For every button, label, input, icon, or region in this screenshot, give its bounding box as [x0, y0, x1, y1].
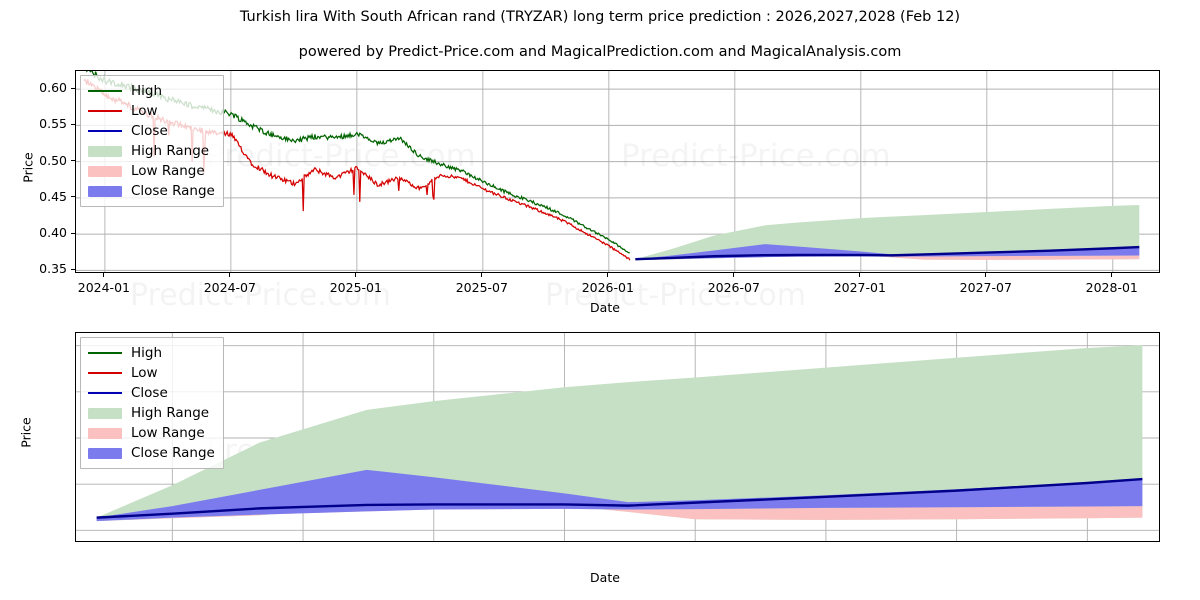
close-forecast-line: [96, 477, 1143, 519]
x-tick-mark: [607, 273, 609, 277]
y-tick-label: 0.40: [39, 225, 67, 241]
legend-swatch-line-icon: [88, 367, 122, 379]
legend-swatch-patch-icon: [88, 407, 122, 419]
legend-swatch-patch-icon: [88, 185, 122, 197]
y-tick-mark: [71, 232, 75, 234]
x-tick-label: 2024-07: [203, 280, 256, 295]
y-tick-label: 0.35: [39, 261, 67, 277]
legend-item-label: Low: [131, 103, 158, 119]
y-tick-label: 0.45: [39, 188, 67, 204]
legend-item-label: Low: [131, 365, 158, 381]
legend-item-low-range[interactable]: Low Range: [88, 161, 215, 181]
y-tick-mark: [71, 87, 75, 89]
x-tick-mark: [103, 273, 105, 277]
y-tick-label: 0.50: [39, 152, 67, 168]
detail-legend: High Low Close High Range Low Range Close Ran…: [80, 337, 224, 469]
y-tick-mark: [71, 160, 75, 162]
x-tick-label: 2027-07: [959, 280, 1012, 295]
x-tick-mark: [733, 273, 735, 277]
overview-chart-panel: Price Date Predict-Price.com Predict-Pric…: [21, 70, 1160, 315]
legend-item-label: High Range: [131, 143, 210, 159]
legend-item-high-range[interactable]: High Range: [88, 403, 215, 423]
legend-item-high[interactable]: High: [88, 81, 215, 101]
close-range-band: [96, 469, 1143, 522]
legend-item-label: High Range: [131, 405, 210, 421]
x-tick-label: 2025-01: [329, 280, 382, 295]
legend-swatch-patch-icon: [88, 427, 122, 439]
x-tick-mark: [355, 273, 357, 277]
legend-item-close-range[interactable]: Close Range: [88, 181, 215, 201]
overview-plot-svg: Predict-Price.com Predict-Price.com Predic…: [76, 71, 1159, 273]
x-tick-mark: [229, 273, 231, 277]
watermark-text: Predict-Price.com: [621, 138, 891, 174]
x-tick-label: 2026-01: [581, 280, 634, 295]
overview-x-axis-label: Date: [590, 300, 620, 315]
legend-swatch-line-icon: [88, 105, 122, 117]
watermark-text: Predict-Price.com: [621, 271, 891, 273]
x-tick-label: 2025-07: [455, 280, 508, 295]
x-tick-mark: [985, 273, 987, 277]
legend-swatch-line-icon: [88, 125, 122, 137]
watermark-text: Predict-Price.com: [206, 138, 476, 174]
legend-swatch-line-icon: [88, 347, 122, 359]
legend-item-label: Close: [131, 385, 168, 401]
legend-item-close-range[interactable]: Close Range: [88, 443, 215, 463]
legend-item-label: Close: [131, 123, 168, 139]
legend-item-label: Close Range: [131, 445, 215, 461]
y-tick-mark: [71, 123, 75, 125]
x-tick-label: 2026-07: [707, 280, 760, 295]
legend-item-label: Close Range: [131, 183, 215, 199]
detail-y-axis-label: Price: [18, 417, 34, 448]
y-tick-mark: [71, 268, 75, 270]
legend-item-low[interactable]: Low: [88, 101, 215, 121]
legend-swatch-patch-icon: [88, 447, 122, 459]
y-tick-label: 0.55: [39, 116, 67, 132]
legend-swatch-patch-icon: [88, 165, 122, 177]
x-tick-mark: [481, 273, 483, 277]
legend-item-label: Low Range: [131, 163, 205, 179]
y-tick-label: 0.60: [39, 80, 67, 96]
legend-item-high[interactable]: High: [88, 343, 215, 363]
legend-item-close[interactable]: Close: [88, 383, 215, 403]
legend-swatch-line-icon: [88, 85, 122, 97]
overview-legend: High Low Close High Range Low Range Close Ran…: [80, 75, 224, 207]
y-tick-mark: [71, 196, 75, 198]
legend-item-label: Low Range: [131, 425, 205, 441]
legend-item-low[interactable]: Low: [88, 363, 215, 383]
x-tick-label: 2028-01: [1085, 280, 1138, 295]
overview-plot-area: Predict-Price.com Predict-Price.com Predic…: [75, 70, 1160, 273]
page-title: Turkish lira With South African rand (TR…: [239, 9, 961, 25]
forecast-detail-chart-panel: Price Date Predict-Price.comPredict-Pric…: [0, 320, 1200, 600]
close-forecast-line: [635, 245, 1140, 261]
x-tick-mark: [859, 273, 861, 277]
detail-x-axis-label: Date: [590, 570, 620, 585]
watermark-text: Predict-Price.com: [206, 271, 476, 273]
legend-swatch-patch-icon: [88, 145, 122, 157]
x-tick-mark: [1111, 273, 1113, 277]
legend-item-low-range[interactable]: Low Range: [88, 423, 215, 443]
legend-item-label: High: [131, 345, 163, 361]
legend-item-close[interactable]: Close: [88, 121, 215, 141]
legend-item-high-range[interactable]: High Range: [88, 141, 215, 161]
x-tick-label: 2024-01: [77, 280, 130, 295]
page-subtitle: powered by Predict-Price.com and Magical…: [298, 44, 902, 60]
legend-item-label: High: [131, 83, 163, 99]
legend-swatch-line-icon: [88, 387, 122, 399]
x-tick-label: 2027-01: [833, 280, 886, 295]
